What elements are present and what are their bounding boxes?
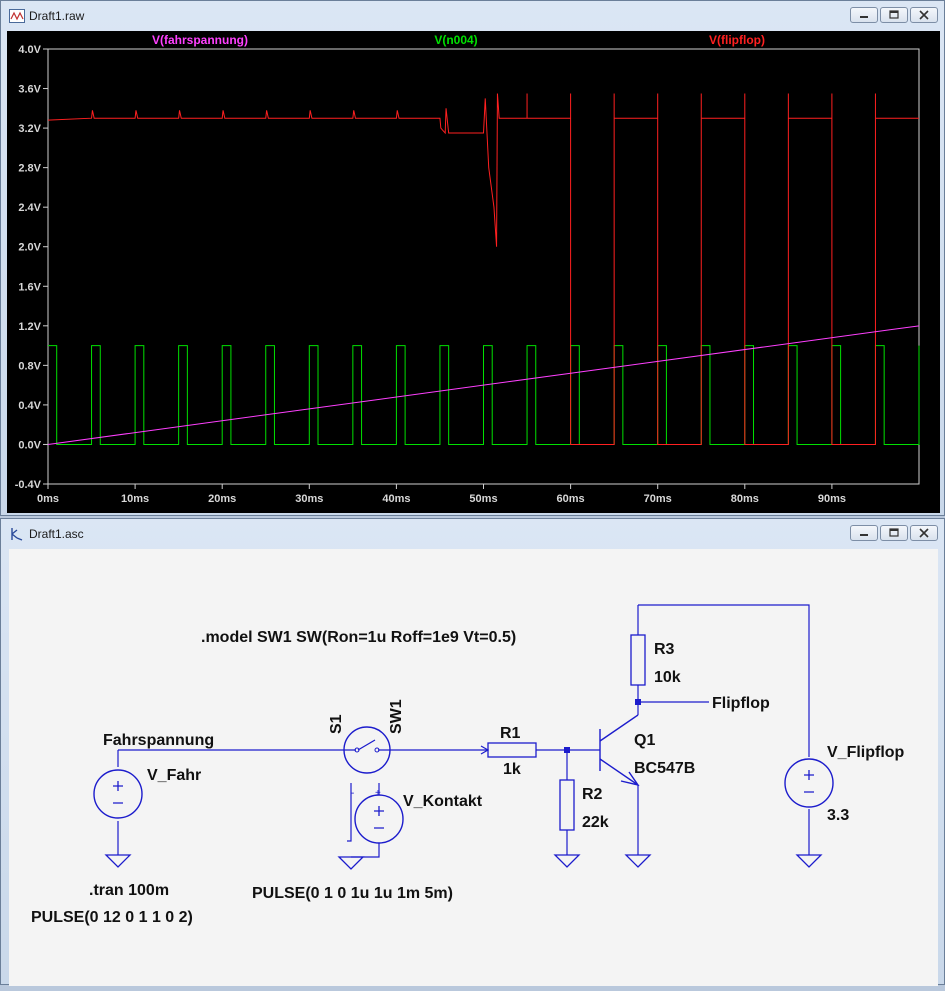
waveform-plot[interactable]: 4.0V 3.6V 3.2V 2.8V 2.4V 2.0V 1.6V 1.2V 0.8V 0.4V…	[7, 31, 940, 513]
r1-name[interactable]: R1	[500, 725, 521, 742]
wire-kontakt-gnd[interactable]	[351, 843, 380, 858]
maximize-button[interactable]	[880, 7, 908, 23]
schematic-canvas[interactable]: - + .model SW1 SW(Ron=1u Roff=1e9 Vt=0.5…	[9, 549, 938, 986]
restore-icon	[889, 528, 899, 537]
y-tick-label: 3.6V	[18, 84, 41, 96]
switch-minus-label: -	[351, 788, 354, 799]
y-tick-label: 2.4V	[18, 202, 41, 214]
s1-model[interactable]: SW1	[388, 699, 405, 734]
model-directive[interactable]: .model SW1 SW(Ron=1u Roff=1e9 Vt=0.5)	[201, 629, 516, 646]
legend-entry[interactable]: V(flipflop)	[709, 33, 765, 47]
close-icon	[919, 528, 929, 538]
y-tick-label: 4.0V	[18, 44, 41, 56]
schematic-window[interactable]: Draft1.asc	[0, 518, 945, 986]
maximize-button[interactable]	[880, 525, 908, 541]
y-axis: 4.0V 3.6V 3.2V 2.8V 2.4V 2.0V 1.6V 1.2V 0.8V 0.4V…	[15, 44, 48, 491]
ground-symbol	[553, 854, 581, 868]
v-kontakt-source[interactable]	[354, 794, 404, 844]
trace-v-fahrspannung[interactable]	[47, 325, 920, 445]
ground-symbol	[795, 854, 823, 868]
x-tick-label: 90ms	[818, 493, 846, 505]
x-tick-label: 30ms	[295, 493, 323, 505]
legend-entry[interactable]: V(fahrspannung)	[152, 33, 248, 47]
junction-node-flipflop	[635, 699, 641, 705]
resistor-r2[interactable]	[559, 779, 575, 831]
resistor-r1[interactable]	[487, 742, 537, 758]
y-tick-label: 2.0V	[18, 242, 41, 254]
plot-frame	[47, 48, 920, 485]
v-fahr-source[interactable]	[93, 769, 143, 819]
net-label-fahrspannung[interactable]: Fahrspannung	[103, 732, 214, 749]
restore-icon	[889, 10, 899, 19]
minimize-button[interactable]	[850, 7, 878, 23]
schematic-window-title: Draft1.asc	[29, 527, 84, 541]
s1-name[interactable]: S1	[328, 714, 345, 734]
y-tick-label: 1.2V	[18, 321, 41, 333]
v-kontakt-name[interactable]: V_Kontakt	[403, 793, 483, 810]
y-tick-label: 0.4V	[18, 400, 41, 412]
resistor-r3[interactable]	[630, 634, 646, 686]
x-tick-label: 70ms	[644, 493, 672, 505]
x-tick-label: 20ms	[208, 493, 236, 505]
legend-entry[interactable]: V(n004)	[434, 33, 477, 47]
trace-v-flipflop[interactable]	[47, 93, 919, 445]
x-tick-label: 80ms	[731, 493, 759, 505]
v-flipflop-source[interactable]	[784, 758, 834, 808]
ground-symbol	[624, 854, 652, 868]
plot-window-titlebar[interactable]: Draft1.raw	[1, 1, 944, 31]
ground-symbol	[337, 856, 365, 870]
r2-value[interactable]: 22k	[582, 814, 609, 831]
r3-value[interactable]: 10k	[654, 669, 681, 686]
q1-model[interactable]: BC547B	[634, 760, 695, 777]
transistor-q1[interactable]	[599, 714, 640, 787]
plot-window-title: Draft1.raw	[29, 9, 85, 23]
close-button[interactable]	[910, 7, 938, 23]
q1-name[interactable]: Q1	[634, 732, 655, 749]
legend: V(fahrspannung) V(n004) V(flipflop)	[152, 33, 765, 47]
y-tick-label: 1.6V	[18, 281, 41, 293]
x-tick-label: 40ms	[382, 493, 410, 505]
net-label-flipflop[interactable]: Flipflop	[712, 695, 770, 712]
waveform-app-icon	[9, 9, 25, 23]
y-tick-label: 3.2V	[18, 123, 41, 135]
y-tick-label: -0.4V	[15, 479, 42, 491]
x-axis: 0ms 10ms 20ms 30ms 40ms 50ms 60ms 70ms 80ms 90ms	[37, 484, 846, 505]
v-kontakt-value[interactable]: PULSE(0 1 0 1u 1u 1m 5m)	[252, 885, 453, 902]
waveform-chart[interactable]: 4.0V 3.6V 3.2V 2.8V 2.4V 2.0V 1.6V 1.2V 0.8V 0.4V…	[7, 31, 940, 513]
r3-name[interactable]: R3	[654, 641, 675, 658]
v-flipflop-name[interactable]: V_Flipflop	[827, 744, 905, 761]
r2-name[interactable]: R2	[582, 786, 603, 803]
traces	[47, 93, 920, 445]
schematic-svg[interactable]: - + .model SW1 SW(Ron=1u Roff=1e9 Vt=0.5…	[9, 549, 938, 986]
tran-directive[interactable]: .tran 100m	[89, 882, 169, 899]
ground-symbol	[104, 854, 132, 868]
v-fahr-name[interactable]: V_Fahr	[147, 767, 201, 784]
y-tick-label: 0.8V	[18, 360, 41, 372]
minimize-icon	[860, 534, 868, 536]
switch-s1[interactable]	[343, 726, 392, 774]
x-tick-label: 50ms	[469, 493, 497, 505]
close-icon	[919, 10, 929, 20]
close-button[interactable]	[910, 525, 938, 541]
wire-top-rail[interactable]	[638, 604, 810, 757]
y-tick-label: 0.0V	[18, 439, 41, 451]
x-tick-label: 0ms	[37, 493, 59, 505]
v-fahr-value[interactable]: PULSE(0 12 0 1 1 0 2)	[31, 909, 193, 926]
x-tick-label: 10ms	[121, 493, 149, 505]
r1-value[interactable]: 1k	[503, 761, 521, 778]
minimize-button[interactable]	[850, 525, 878, 541]
minimize-icon	[860, 16, 868, 18]
wire-ctrl-left[interactable]	[347, 783, 352, 842]
plot-window[interactable]: Draft1.raw 4.0V 3.6V 3.2V 2.8V 2.4V 2.0V 1.6V 1…	[0, 0, 945, 516]
junction-node-r1	[564, 747, 570, 753]
x-tick-label: 60ms	[557, 493, 585, 505]
switch-plus-label: +	[375, 788, 381, 799]
v-flipflop-value[interactable]: 3.3	[827, 807, 849, 824]
schematic-app-icon	[11, 528, 23, 541]
y-tick-label: 2.8V	[18, 163, 41, 175]
schematic-window-titlebar[interactable]: Draft1.asc	[1, 519, 944, 549]
